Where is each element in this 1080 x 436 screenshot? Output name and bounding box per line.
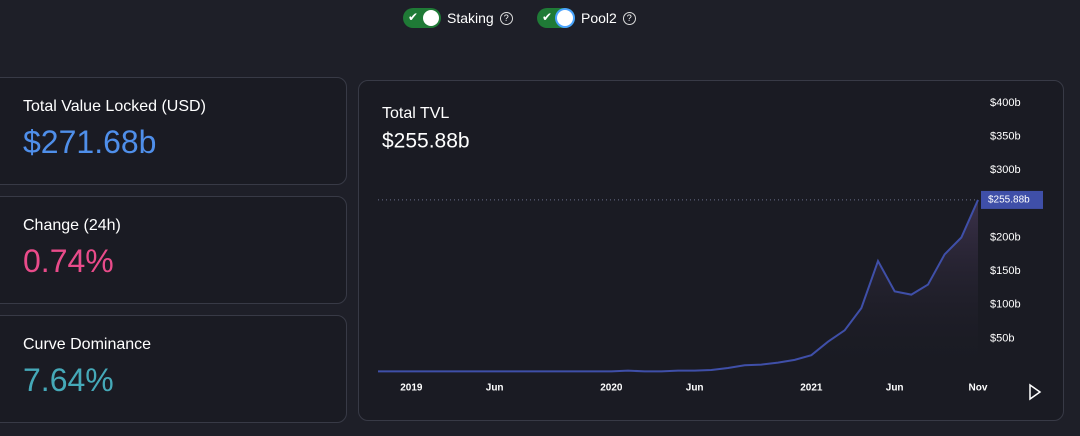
- chart-title: Total TVL: [382, 105, 449, 122]
- stat-label: Curve Dominance: [23, 336, 152, 353]
- area: [378, 199, 978, 372]
- y-tick-label: $100b: [990, 299, 1021, 311]
- x-tick-label: Jun: [486, 383, 504, 394]
- toggle-label: Staking: [447, 10, 494, 26]
- y-tick-label: $300b: [990, 164, 1021, 176]
- staking-toggle[interactable]: ✔ Staking?: [403, 8, 513, 28]
- pool2-toggle[interactable]: ✔ Pool2?: [537, 8, 636, 28]
- x-tick-label: 2021: [800, 383, 823, 394]
- y-tick-label: $150b: [990, 265, 1021, 277]
- stat-card: Curve Dominance 7.64%: [0, 315, 347, 423]
- stat-card: Total Value Locked (USD) $271.68b: [0, 77, 347, 185]
- y-tick-label: $200b: [990, 231, 1021, 243]
- x-tick-label: Jun: [686, 383, 704, 394]
- play-button[interactable]: [1029, 383, 1042, 401]
- toggle-label: Pool2: [581, 10, 617, 26]
- stat-card: Change (24h) 0.74%: [0, 196, 347, 304]
- y-tick-label: $50b: [990, 332, 1014, 344]
- stat-value: 7.64%: [23, 362, 114, 398]
- stat-value: $271.68b: [23, 124, 157, 160]
- chart-value: $255.88b: [382, 130, 470, 153]
- x-tick-label: 2019: [400, 383, 423, 394]
- price-tag-label: $255.88b: [988, 195, 1030, 206]
- y-tick-label: $350b: [990, 131, 1021, 143]
- price-tag: [981, 190, 1043, 209]
- y-tick-label: $400b: [990, 97, 1021, 109]
- x-tick-label: Jun: [886, 383, 904, 394]
- stat-value: 0.74%: [23, 243, 114, 279]
- line: [378, 199, 979, 373]
- switch[interactable]: ✔: [403, 8, 441, 28]
- switch[interactable]: ✔: [537, 8, 575, 28]
- stat-label: Change (24h): [23, 217, 121, 234]
- x-tick-label: Nov: [969, 383, 988, 394]
- stat-label: Total Value Locked (USD): [23, 98, 206, 115]
- x-tick-label: 2020: [600, 383, 623, 394]
